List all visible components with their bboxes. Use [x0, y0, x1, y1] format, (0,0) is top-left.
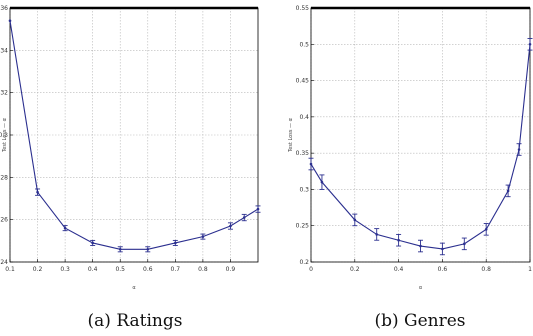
x-tick-label: 0.8: [481, 266, 491, 273]
data-point: [419, 244, 422, 248]
x-tick-label: 0.7: [171, 266, 181, 273]
y-tick-label: 0.55: [296, 5, 310, 12]
y-tick-label: 0.3: [299, 186, 309, 193]
y-tick-label: 0.3: [0, 132, 8, 139]
y-tick-label: 0.25: [296, 223, 310, 230]
chart-ratings: 0.1 0.2 0.3 0.4 0.5 0.6 0.7 0.8 0.9 0.24 0.26 0.28 0…: [0, 5, 261, 331]
data-point: [256, 207, 260, 211]
x-tick-label: 0.2: [350, 266, 360, 273]
data-point: [397, 238, 400, 242]
data-point: [8, 19, 12, 23]
data-point: [484, 228, 488, 231]
data-point: [242, 216, 246, 219]
x-tick-label: 0.5: [115, 266, 125, 273]
data-point: [375, 233, 379, 236]
data-point: [229, 224, 232, 228]
x-axis-label: α: [132, 285, 136, 291]
y-tick-label: 0.45: [296, 78, 310, 85]
x-tick-label: 0.8: [198, 266, 208, 273]
y-tick-label: 0.28: [0, 174, 8, 181]
data-point: [441, 247, 444, 251]
x-tick-label: 0.3: [60, 266, 70, 273]
data-point: [174, 241, 177, 245]
chart-caption: (a) Ratings: [88, 311, 183, 331]
data-point: [320, 180, 324, 184]
y-tick-label: 0.35: [296, 150, 310, 157]
y-tick-label: 0.34: [0, 47, 8, 54]
x-tick-label: 1: [528, 266, 532, 273]
data-point: [517, 148, 521, 151]
x-tick-label: 0.2: [33, 266, 43, 273]
data-point: [146, 248, 150, 251]
y-tick-label: 0.4: [299, 114, 309, 121]
data-point: [36, 190, 39, 194]
data-point: [463, 242, 466, 246]
x-tick-label: 0.9: [226, 266, 236, 273]
x-tick-label: 0.6: [143, 266, 153, 273]
y-tick-label: 0.5: [299, 41, 309, 48]
x-tick-label: 0.4: [88, 266, 98, 273]
y-tick-label: 0.32: [0, 90, 8, 97]
y-axis-label: Test Loss — α: [2, 117, 8, 153]
y-axis-label: Test Loss — α: [288, 117, 294, 153]
x-tick-label: 0: [309, 266, 313, 273]
data-point: [506, 189, 510, 193]
series-line: [310, 44, 531, 250]
chart-genres: 0 0.2 0.4 0.6 0.8 10.20.250.30.350.40.450.50.…: [288, 5, 533, 331]
data-point: [91, 241, 94, 245]
data-point: [118, 248, 122, 251]
x-tick-label: 0.6: [438, 266, 448, 273]
x-tick-label: 0.4: [394, 266, 404, 273]
y-tick-label: 0.36: [0, 5, 8, 12]
data-point: [353, 218, 357, 222]
y-tick-label: 0.2: [299, 259, 309, 266]
chart-caption: (b) Genres: [374, 311, 465, 331]
x-tick-label: 0.1: [5, 266, 15, 273]
x-axis-label: α: [419, 285, 423, 291]
y-tick-label: 0.24: [0, 259, 8, 266]
data-point: [63, 226, 67, 230]
data-point: [528, 42, 532, 46]
data-point: [309, 162, 313, 166]
data-point: [201, 235, 205, 238]
plot-area: [311, 8, 530, 262]
y-tick-label: 0.26: [0, 217, 8, 224]
